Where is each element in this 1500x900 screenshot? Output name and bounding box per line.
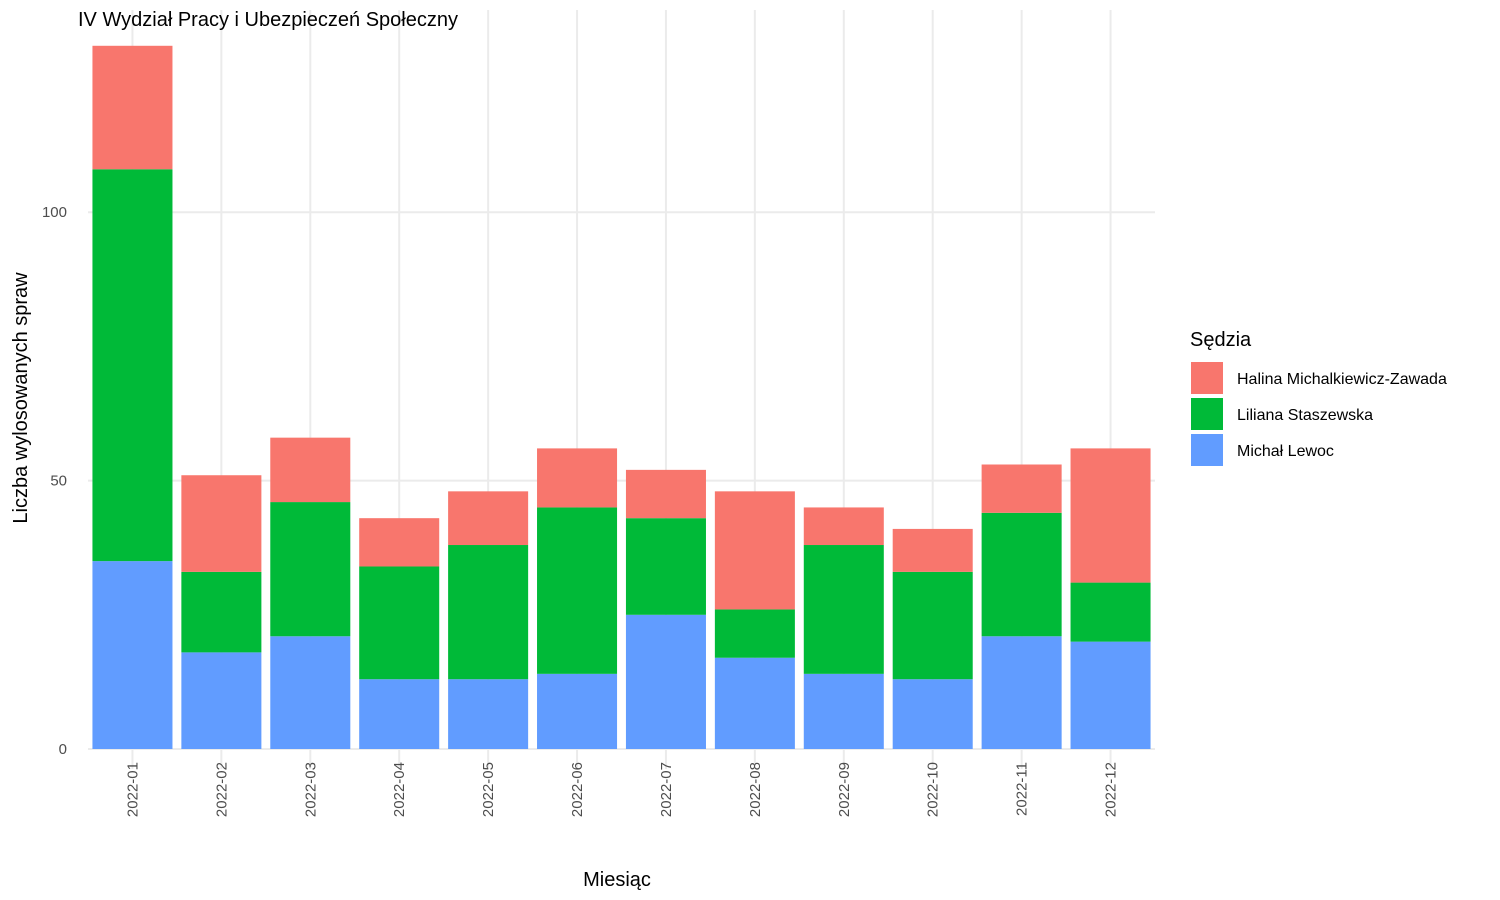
legend-key-halina-michalkiewicz-zawada [1191,362,1223,394]
x-tick-label: 2022-08 [747,762,764,817]
bar-michal-lewoc-2022-12 [1070,641,1151,749]
x-tick-label: 2022-10 [925,762,942,817]
bar-liliana-staszewska-2022-07 [625,518,706,615]
bar-michal-lewoc-2022-09 [803,673,884,749]
bar-halina-michalkiewicz-zawada-2022-02 [181,475,262,572]
bar-michal-lewoc-2022-04 [359,679,440,749]
chart-title: IV Wydział Pracy i Ubezpieczeń Społeczny [78,9,458,31]
bar-michal-lewoc-2022-05 [448,679,529,749]
bar-halina-michalkiewicz-zawada-2022-12 [1070,448,1151,583]
bar-liliana-staszewska-2022-01 [92,169,173,562]
bar-liliana-staszewska-2022-03 [270,502,351,637]
bar-liliana-staszewska-2022-02 [181,571,262,653]
bar-halina-michalkiewicz-zawada-2022-07 [625,469,706,519]
x-axis-ticks: 2022-01 2022-02 2022-03 2022-04 2022-05 2022-… [124,762,1119,817]
bar-michal-lewoc-2022-10 [892,679,973,749]
x-tick-label: 2022-01 [124,762,141,817]
x-tick-label: 2022-06 [569,762,586,817]
y-tick-label: 50 [50,473,67,490]
x-tick-label: 2022-09 [836,762,853,817]
y-tick-label: 100 [42,204,67,221]
bars [92,45,1151,749]
bar-liliana-staszewska-2022-12 [1070,582,1151,642]
bar-michal-lewoc-2022-06 [537,673,618,749]
x-tick-label: 2022-05 [480,762,497,817]
x-axis-title: Miesiąc [583,869,651,891]
bar-michal-lewoc-2022-08 [714,657,795,749]
bar-michal-lewoc-2022-03 [270,636,351,749]
bar-halina-michalkiewicz-zawada-2022-05 [448,491,529,546]
bar-halina-michalkiewicz-zawada-2022-03 [270,437,351,503]
bar-halina-michalkiewicz-zawada-2022-06 [537,448,618,508]
x-tick-label: 2022-02 [213,762,230,817]
bar-halina-michalkiewicz-zawada-2022-04 [359,518,440,567]
legend-key-michal-lewoc [1191,434,1223,466]
legend-key-liliana-staszewska [1191,398,1223,430]
bar-halina-michalkiewicz-zawada-2022-08 [714,491,795,610]
bar-michal-lewoc-2022-02 [181,652,262,749]
bar-liliana-staszewska-2022-09 [803,545,884,674]
bar-halina-michalkiewicz-zawada-2022-01 [92,45,173,170]
x-tick-label: 2022-12 [1103,762,1120,817]
y-tick-label: 0 [59,741,67,758]
bar-halina-michalkiewicz-zawada-2022-10 [892,528,973,572]
x-tick-label: 2022-07 [658,762,675,817]
legend-label-halina-michalkiewicz-zawada: Halina Michalkiewicz-Zawada [1237,371,1447,388]
legend-label-michal-lewoc: Michał Lewoc [1237,443,1334,460]
bar-halina-michalkiewicz-zawada-2022-09 [803,507,884,546]
bar-liliana-staszewska-2022-05 [448,545,529,680]
legend-title: Sędzia [1190,329,1252,351]
bar-liliana-staszewska-2022-10 [892,571,973,680]
bar-halina-michalkiewicz-zawada-2022-11 [981,464,1062,513]
legend-label-liliana-staszewska: Liliana Staszewska [1237,407,1373,424]
x-tick-label: 2022-04 [391,762,408,817]
bar-liliana-staszewska-2022-06 [537,507,618,674]
bar-liliana-staszewska-2022-11 [981,512,1062,637]
bar-michal-lewoc-2022-01 [92,561,173,749]
y-axis-ticks: 0 50 100 [42,204,67,758]
bar-michal-lewoc-2022-11 [981,636,1062,749]
bar-liliana-staszewska-2022-04 [359,566,440,680]
bar-liliana-staszewska-2022-08 [714,609,795,658]
x-tick-label: 2022-11 [1014,762,1031,816]
y-axis-title: Liczba wylosowanych spraw [10,272,32,524]
legend: Sędzia Halina Michalkiewicz-Zawada Lilian… [1190,329,1447,466]
x-tick-label: 2022-03 [302,762,319,817]
bar-michal-lewoc-2022-07 [625,614,706,749]
